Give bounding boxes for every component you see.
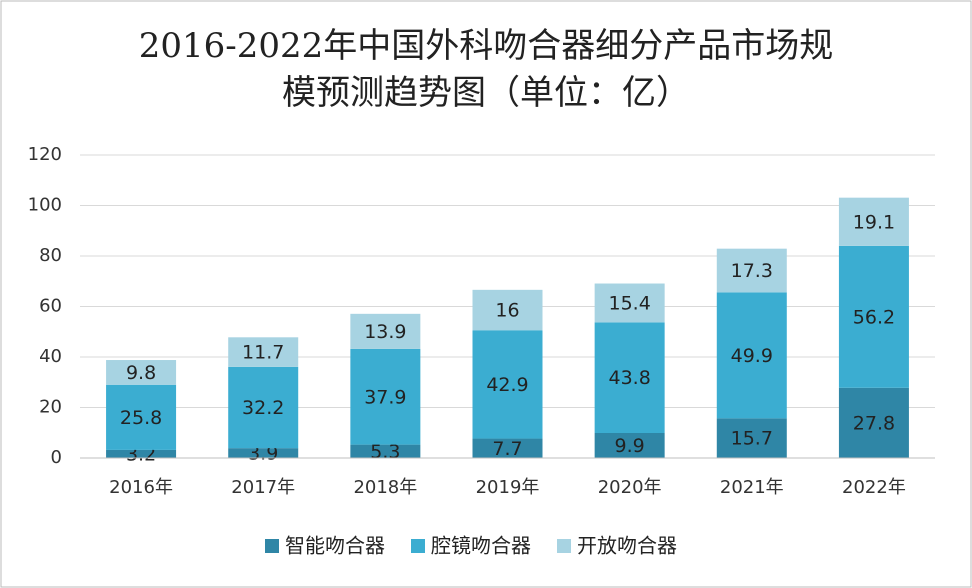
x-tick-label: 2022年 [842, 477, 906, 498]
bar-segment [350, 313, 421, 349]
value-label: 9.8 [126, 362, 156, 384]
x-tick-label: 2016年 [109, 477, 173, 498]
y-tick-label: 0 [51, 447, 62, 468]
legend-swatch [557, 539, 571, 553]
bar-segment [838, 197, 909, 246]
bar-segment [716, 292, 787, 419]
y-tick-label: 100 [28, 195, 62, 216]
bar-segment [350, 444, 421, 458]
bar-segment [472, 438, 543, 458]
x-tick-label: 2020年 [598, 477, 662, 498]
bar-segment [838, 245, 909, 388]
value-label: 9.9 [615, 435, 645, 457]
bar-segment [106, 360, 177, 385]
bar-segment [228, 337, 299, 367]
value-label: 7.7 [492, 438, 522, 460]
value-label: 15.7 [731, 428, 773, 450]
value-label: 49.9 [731, 345, 773, 367]
legend-swatch [265, 539, 279, 553]
bar-segment [716, 248, 787, 293]
value-label: 56.2 [853, 306, 895, 328]
legend-swatch [411, 539, 425, 553]
legend-label: 智能吻合器 [285, 534, 385, 558]
y-tick-label: 20 [39, 397, 62, 418]
value-label: 19.1 [853, 211, 895, 233]
value-label: 27.8 [853, 412, 895, 434]
value-label: 5.3 [370, 441, 400, 463]
chart-title: 模预测趋势图（单位：亿） [282, 73, 690, 113]
bar-segment [838, 387, 909, 458]
x-tick-label: 2021年 [720, 477, 784, 498]
value-label: 13.9 [364, 321, 406, 343]
y-tick-label: 40 [39, 346, 62, 367]
value-label: 37.9 [364, 386, 406, 408]
y-tick-label: 80 [39, 245, 62, 266]
bar-segment [228, 448, 299, 458]
bar-segment [472, 330, 543, 439]
value-label: 42.9 [486, 374, 528, 396]
value-label: 11.7 [242, 342, 284, 364]
bar-segment [106, 449, 177, 458]
x-tick-label: 2017年 [231, 477, 295, 498]
bar-segment [594, 433, 665, 458]
legend-label: 开放吻合器 [577, 534, 677, 558]
bar-segment [472, 289, 543, 331]
value-label: 17.3 [731, 260, 773, 282]
bar-segment [594, 322, 665, 434]
x-tick-label: 2019年 [476, 477, 540, 498]
value-label: 25.8 [120, 407, 162, 429]
bar-segment [106, 384, 177, 450]
chart-title: 2016-2022年中国外科吻合器细分产品市场规 [139, 26, 834, 66]
value-label: 43.8 [608, 367, 650, 389]
value-label: 16 [495, 300, 519, 322]
y-tick-label: 60 [39, 296, 62, 317]
bar-segment [716, 418, 787, 458]
value-label: 32.2 [242, 397, 284, 419]
value-label: 15.4 [608, 292, 650, 314]
bar-segment [228, 366, 299, 449]
legend-label: 腔镜吻合器 [431, 534, 531, 558]
bar-segment [594, 283, 665, 323]
bar-segment [350, 348, 421, 445]
y-tick-label: 120 [28, 144, 62, 165]
x-tick-label: 2018年 [353, 477, 417, 498]
